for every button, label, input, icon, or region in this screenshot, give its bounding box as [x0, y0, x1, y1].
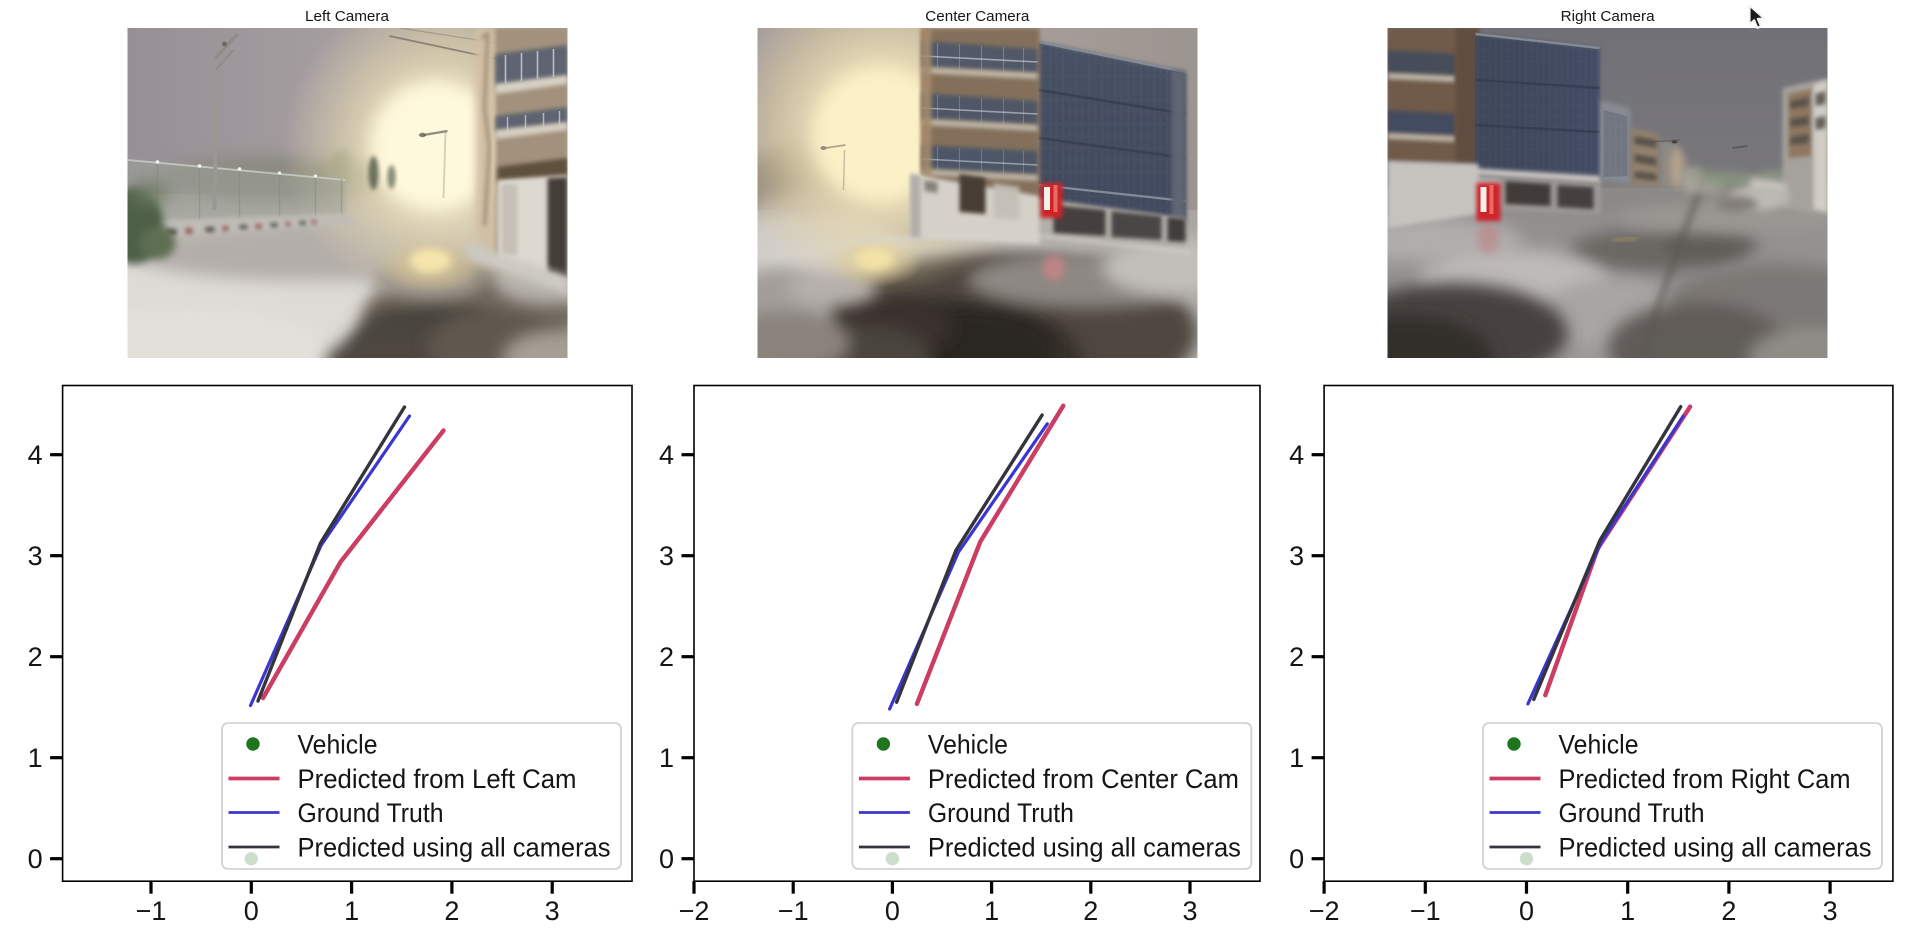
svg-text:Predicted using all cameras: Predicted using all cameras: [298, 832, 611, 862]
svg-text:Center Camera: Center Camera: [925, 8, 1030, 25]
svg-text:3: 3: [659, 541, 674, 571]
svg-text:1: 1: [1289, 743, 1304, 773]
svg-text:2: 2: [659, 642, 674, 672]
svg-text:4: 4: [1289, 440, 1304, 470]
svg-text:Predicted from Right Cam: Predicted from Right Cam: [1559, 764, 1851, 794]
svg-text:1: 1: [984, 896, 999, 926]
svg-text:Predicted from Left Cam: Predicted from Left Cam: [298, 764, 577, 794]
svg-text:Ground Truth: Ground Truth: [1559, 798, 1705, 828]
svg-text:3: 3: [545, 896, 560, 926]
svg-text:0: 0: [244, 896, 259, 926]
svg-text:Vehicle: Vehicle: [1559, 729, 1639, 759]
svg-text:2: 2: [1289, 642, 1304, 672]
svg-text:Ground Truth: Ground Truth: [298, 798, 444, 828]
svg-text:2: 2: [444, 896, 459, 926]
svg-text:3: 3: [1182, 896, 1197, 926]
svg-text:Left Camera: Left Camera: [305, 8, 390, 25]
svg-text:3: 3: [1289, 541, 1304, 571]
svg-text:2: 2: [1083, 896, 1098, 926]
svg-text:1: 1: [28, 743, 43, 773]
svg-text:Predicted using all cameras: Predicted using all cameras: [928, 832, 1241, 862]
svg-text:Vehicle: Vehicle: [298, 729, 378, 759]
svg-text:3: 3: [1823, 896, 1838, 926]
svg-text:1: 1: [659, 743, 674, 773]
svg-text:Predicted from Center Cam: Predicted from Center Cam: [928, 764, 1239, 794]
svg-text:0: 0: [28, 844, 43, 874]
svg-text:4: 4: [28, 440, 43, 470]
svg-text:−1: −1: [778, 896, 809, 926]
svg-text:3: 3: [28, 541, 43, 571]
svg-text:2: 2: [1721, 896, 1736, 926]
svg-text:−2: −2: [1309, 896, 1340, 926]
svg-text:Ground Truth: Ground Truth: [928, 798, 1074, 828]
svg-text:4: 4: [659, 440, 674, 470]
svg-text:2: 2: [28, 642, 43, 672]
svg-text:−1: −1: [1410, 896, 1441, 926]
svg-text:1: 1: [344, 896, 359, 926]
svg-text:0: 0: [885, 896, 900, 926]
svg-text:0: 0: [1289, 844, 1304, 874]
svg-text:0: 0: [1519, 896, 1534, 926]
svg-text:−2: −2: [679, 896, 710, 926]
svg-text:Predicted using all cameras: Predicted using all cameras: [1559, 832, 1872, 862]
svg-text:−1: −1: [136, 896, 167, 926]
svg-text:Vehicle: Vehicle: [928, 729, 1008, 759]
svg-text:0: 0: [659, 844, 674, 874]
svg-text:Right Camera: Right Camera: [1561, 8, 1656, 25]
svg-text:1: 1: [1620, 896, 1635, 926]
